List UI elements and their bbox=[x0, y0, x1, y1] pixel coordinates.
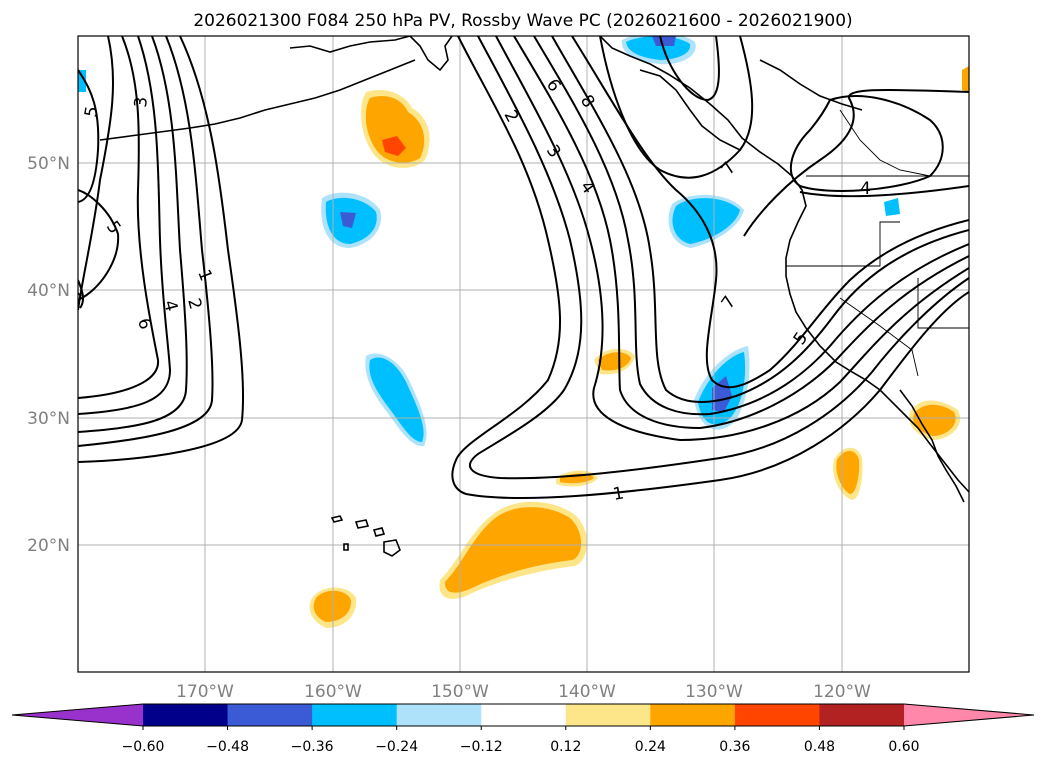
contour-label: 6 bbox=[133, 316, 155, 332]
y-tick-labels: 50°N 40°N 30°N 20°N bbox=[27, 154, 70, 556]
pv-contour bbox=[78, 36, 188, 433]
anomaly-patch-blue-132w-46n bbox=[668, 194, 744, 248]
colorbar-tick-label: 0.24 bbox=[635, 739, 666, 755]
shaded-anomaly-layer bbox=[78, 36, 969, 628]
political-borders bbox=[786, 109, 969, 377]
anomaly-patch-blue-alaska-panhandle bbox=[621, 36, 696, 65]
anomaly-patch-blue-155w-32n bbox=[365, 353, 427, 447]
pv-contour bbox=[533, 36, 969, 416]
anomaly-patch-orange-subtropical-east bbox=[439, 501, 588, 599]
anomaly-patch-orange-gulf-alaska bbox=[360, 89, 430, 168]
anomaly-patch-small-edge bbox=[78, 66, 969, 216]
pv-contour bbox=[78, 36, 172, 415]
pv-contour bbox=[659, 36, 720, 102]
coastlines bbox=[99, 36, 969, 503]
anomaly-patch-orange-138w-34n bbox=[594, 348, 635, 375]
y-tick-label: 30°N bbox=[27, 409, 70, 429]
colorbar-segment bbox=[143, 704, 229, 726]
colorbar-segment bbox=[481, 704, 567, 726]
colorbar-segment bbox=[734, 704, 820, 726]
pv-contour bbox=[78, 36, 214, 447]
colorbar-segment bbox=[565, 704, 651, 726]
colorbar-tick-label: −0.60 bbox=[122, 739, 165, 755]
colorbar-tick-label: 0.60 bbox=[888, 739, 919, 755]
colorbar-tick-label: −0.48 bbox=[206, 739, 249, 755]
anomaly-patch-orange-baja bbox=[909, 400, 961, 440]
contour-label: 4 bbox=[159, 298, 181, 314]
x-tick-label: 170°W bbox=[176, 682, 234, 702]
contour-label: 3 bbox=[131, 96, 152, 109]
contour-label: 4 bbox=[860, 179, 871, 199]
pv-contour bbox=[513, 36, 969, 430]
pv-contour bbox=[78, 36, 245, 463]
pv-contour bbox=[571, 36, 969, 389]
colorbar-extend-high bbox=[904, 704, 1034, 726]
hawaii-islands bbox=[330, 515, 401, 557]
pv-contour bbox=[790, 95, 944, 192]
colorbar-tick-label: 0.48 bbox=[804, 739, 835, 755]
colorbar-segment bbox=[312, 704, 398, 726]
x-tick-label: 160°W bbox=[304, 682, 362, 702]
colorbar-segment bbox=[819, 704, 905, 726]
map-panel: 5 3 5 7 1 2 4 6 2 3 4 6 8 7 7 5 1 4 bbox=[66, 35, 970, 673]
x-tick-labels: 170°W 160°W 150°W 140°W 130°W 120°W bbox=[176, 682, 871, 702]
graticule bbox=[78, 36, 969, 672]
pv-contour-lines bbox=[78, 36, 969, 500]
colorbar-segment bbox=[227, 704, 313, 726]
anomaly-patch-blue-160w-45n bbox=[321, 192, 382, 248]
y-tick-label: 50°N bbox=[27, 154, 70, 174]
pv-contour bbox=[78, 36, 115, 311]
pv-contour bbox=[78, 279, 85, 309]
contour-label: 5 bbox=[81, 105, 103, 119]
pv-contour bbox=[495, 36, 969, 442]
pv-contour bbox=[78, 189, 120, 301]
pv-contour bbox=[551, 36, 969, 404]
y-tick-label: 40°N bbox=[27, 281, 70, 301]
chart-title: 2026021300 F084 250 hPa PV, Rossby Wave … bbox=[193, 11, 852, 31]
colorbar-segment bbox=[396, 704, 482, 726]
colorbar-tick-label: −0.36 bbox=[291, 739, 334, 755]
pv-contour bbox=[799, 185, 969, 198]
pv-contour bbox=[469, 36, 969, 480]
pv-contour bbox=[743, 88, 969, 237]
colorbar-extend-low bbox=[12, 704, 143, 726]
colorbar-tick-label: 0.12 bbox=[550, 739, 581, 755]
contour-label: 2 bbox=[183, 296, 205, 312]
pv-contour bbox=[451, 36, 969, 500]
x-tick-label: 130°W bbox=[685, 682, 743, 702]
colorbar-tick-label: −0.12 bbox=[460, 739, 503, 755]
x-tick-label: 150°W bbox=[431, 682, 489, 702]
colorbar-tick-label: −0.24 bbox=[375, 739, 418, 755]
pv-contour bbox=[599, 36, 754, 179]
colorbar: −0.60 −0.48 −0.36 −0.24 −0.12 0.12 0.24 0.36 0.4… bbox=[11, 703, 1035, 755]
x-tick-label: 120°W bbox=[813, 682, 871, 702]
contour-label: 1 bbox=[611, 483, 625, 505]
pv-contour bbox=[78, 36, 160, 399]
map-frame bbox=[77, 35, 970, 673]
y-tick-label: 20°N bbox=[27, 536, 70, 556]
colorbar-tick-label: 0.36 bbox=[719, 739, 750, 755]
x-tick-label: 140°W bbox=[558, 682, 616, 702]
colorbar-segment bbox=[650, 704, 736, 726]
contour-label: 7 bbox=[66, 285, 88, 302]
